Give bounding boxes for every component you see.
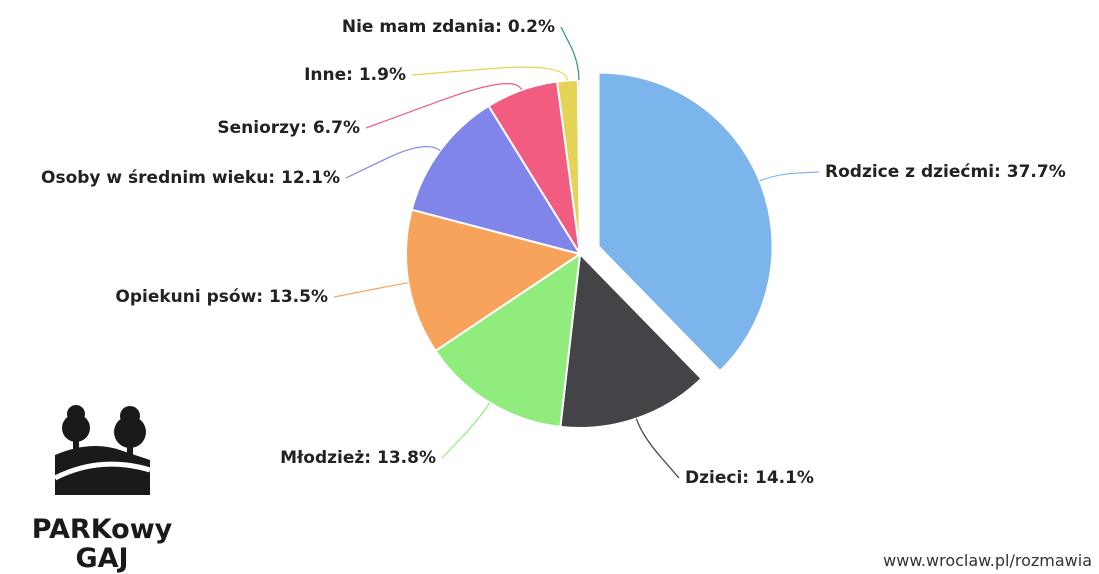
data-label: Seniorzy: 6.7% <box>217 118 360 138</box>
connector <box>333 282 409 298</box>
data-label: Osoby w średnim wieku: 12.1% <box>41 168 340 188</box>
data-label: Nie mam zdania: 0.2% <box>342 17 555 37</box>
pie-slice <box>434 251 582 428</box>
data-label: Młodzież: 13.8% <box>280 448 436 468</box>
logo-tree <box>114 416 146 448</box>
pie-slice <box>405 208 583 353</box>
connector <box>441 402 491 459</box>
logo-tree <box>67 405 85 423</box>
pie-slice <box>410 104 583 256</box>
connector <box>560 26 580 81</box>
logo-line1: PARKowy <box>32 514 173 545</box>
logo: PARKowy GAJ <box>32 405 173 574</box>
connector <box>345 145 441 179</box>
data-label: Rodzice z dziećmi: 37.7% <box>825 162 1066 182</box>
footer: www.wroclaw.pl/rozmawia <box>883 551 1092 570</box>
logo-hill <box>55 446 150 495</box>
data-label: Opiekuni psów: 13.5% <box>115 287 328 307</box>
connector <box>411 66 569 81</box>
logo-tree <box>62 414 90 442</box>
connector <box>759 171 820 182</box>
data-label: Dzieci: 14.1% <box>685 468 814 488</box>
logo-trunk <box>73 436 79 454</box>
connector <box>635 418 680 479</box>
logo-trunk <box>127 440 133 460</box>
logo-tree <box>120 406 140 426</box>
pie-slice <box>559 251 703 429</box>
data-label: Inne: 1.9% <box>304 65 406 85</box>
logo-path <box>53 461 151 481</box>
logo-line2: GAJ <box>75 543 128 574</box>
connector <box>365 83 523 129</box>
